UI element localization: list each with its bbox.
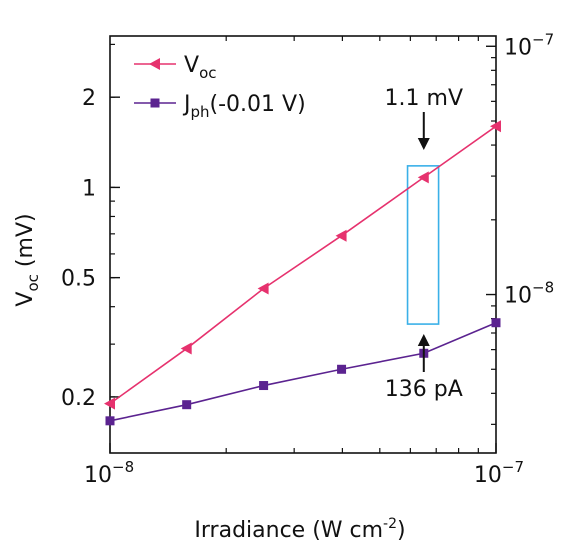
y2-tick-label: 10−7 — [504, 30, 554, 60]
y-axis-label: Voc (mV) — [13, 213, 42, 306]
x-tick-label: 10−8 — [84, 458, 134, 488]
annotation-arrowhead — [417, 334, 430, 346]
annotation-label: 1.1 mV — [385, 86, 463, 111]
data-point — [257, 282, 269, 295]
data-point — [491, 318, 501, 328]
legend-entry: Jph(-0.01 V) — [182, 92, 306, 121]
annotation-arrowhead — [417, 138, 430, 150]
data-point — [104, 397, 115, 410]
y-tick-label: 0.2 — [61, 386, 96, 411]
legend-marker — [149, 58, 160, 70]
data-point — [105, 416, 115, 426]
data-point — [259, 381, 269, 391]
data-point — [490, 120, 501, 133]
legend-marker — [150, 98, 160, 108]
data-point — [180, 342, 192, 355]
annotation-label: 136 pA — [385, 377, 463, 402]
plot-frame — [109, 35, 497, 454]
series-line — [109, 125, 497, 405]
data-point — [337, 364, 347, 374]
y2-tick-label: 10−8 — [504, 279, 554, 309]
y-tick-label: 1 — [82, 176, 96, 201]
data-point — [182, 400, 192, 410]
legend-entry: Voc — [184, 53, 217, 82]
y-tick-label: 2 — [82, 86, 96, 111]
data-point — [335, 229, 347, 242]
x-tick-label: 10−7 — [474, 458, 524, 488]
x-axis-label: Irradiance (W cm-2) — [194, 516, 405, 543]
highlight-box — [406, 165, 440, 325]
y-tick-label: 0.5 — [61, 267, 96, 292]
series-line — [109, 321, 497, 422]
data-point — [417, 171, 429, 184]
